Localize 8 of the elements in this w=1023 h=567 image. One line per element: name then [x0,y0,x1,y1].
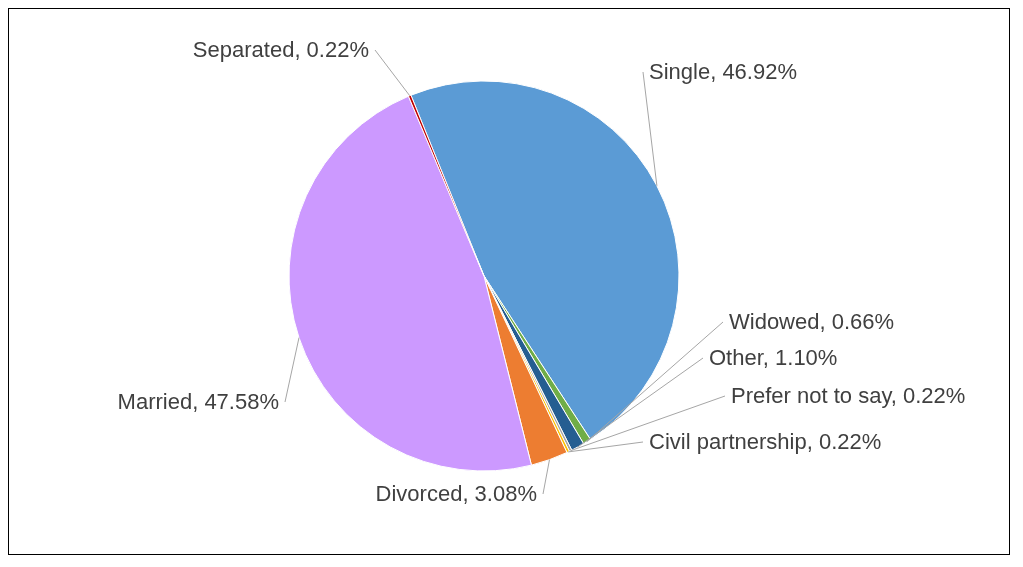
slice-label: Divorced, 3.08% [375,481,537,506]
slice-label: Widowed, 0.66% [729,309,895,334]
slice-label: Prefer not to say, 0.22% [731,383,966,408]
slice-label: Married, 47.58% [117,389,279,414]
slice-label: Separated, 0.22% [192,37,369,62]
slice-label: Single, 46.92% [649,59,797,84]
slice-label: Other, 1.10% [709,345,838,370]
slice-label: Civil partnership, 0.22% [649,429,882,454]
